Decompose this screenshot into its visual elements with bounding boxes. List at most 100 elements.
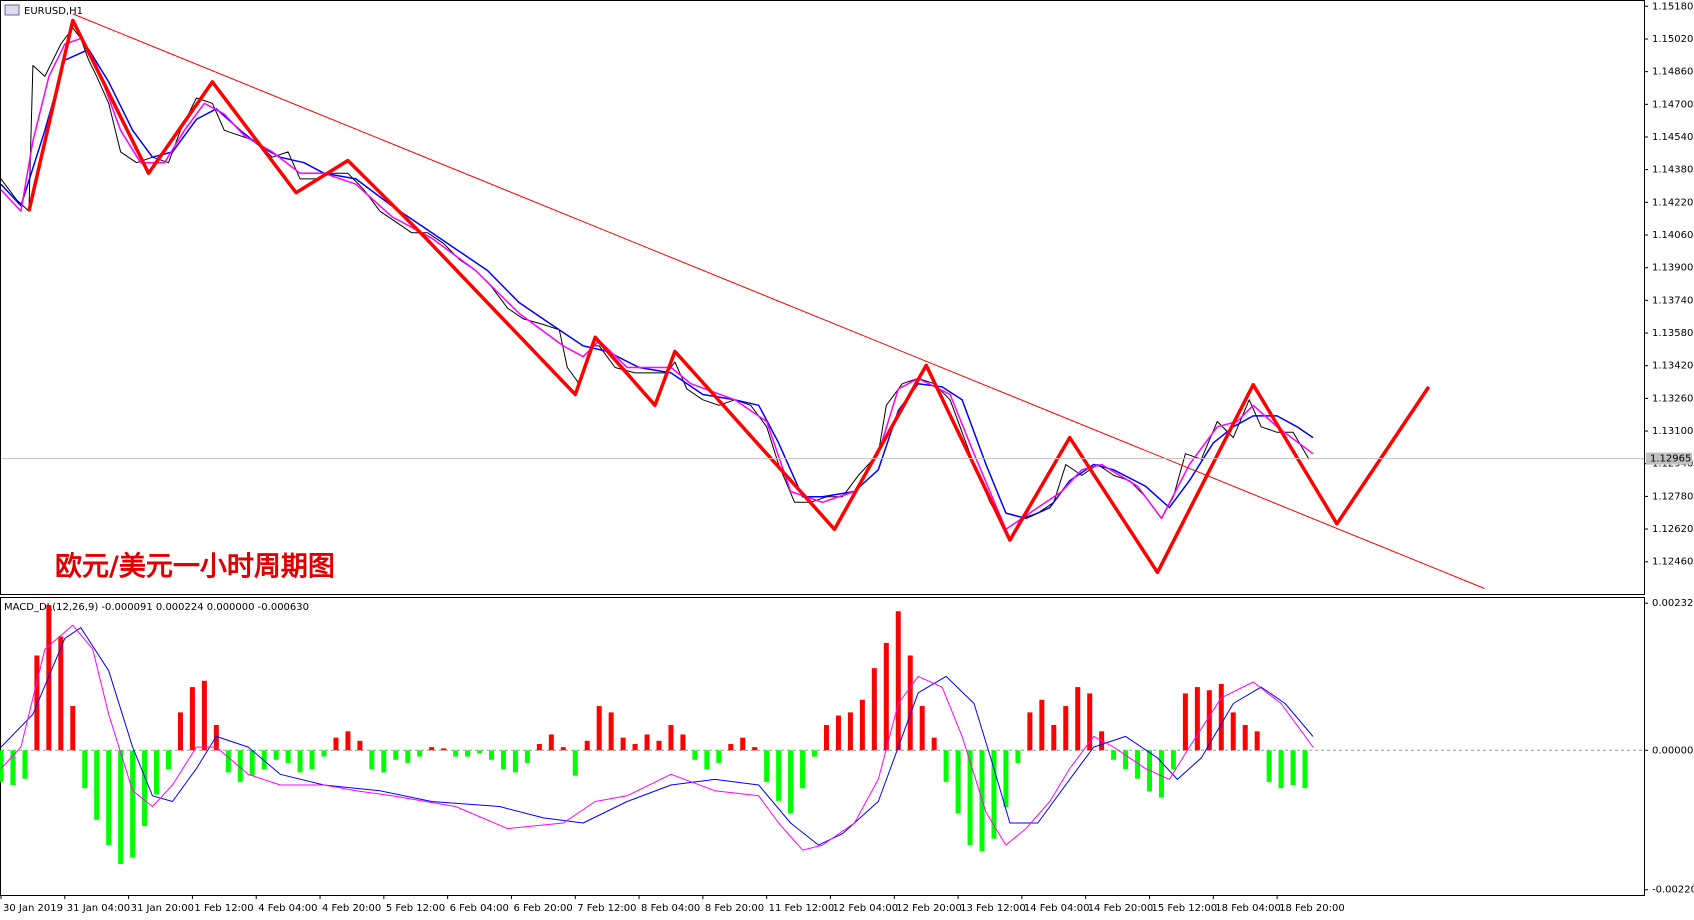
histogram-bar [429,747,435,751]
histogram-bar [560,747,566,751]
histogram-bar [716,750,722,763]
histogram-bar [1111,750,1117,760]
histogram-bar [668,725,674,751]
histogram-bar [333,737,339,751]
x-tick-label: 12 Feb 04:00 [832,903,898,914]
x-tick-label: 4 Feb 04:00 [258,903,317,914]
histogram-bar [154,750,160,795]
y-tick-label: 1.13580 [1652,328,1693,339]
histogram-bar [823,725,829,751]
histogram-bar [237,750,243,782]
histogram-bar [70,706,76,751]
series-line [27,18,1431,575]
histogram-bar [883,642,889,751]
histogram-bar [309,750,315,770]
histogram-bar [1254,731,1260,751]
histogram-bar [1087,693,1093,751]
histogram-bar [871,668,877,751]
histogram-bar [800,750,806,789]
histogram-bar [34,655,40,751]
histogram-bar [991,750,997,839]
histogram-bar [321,750,327,757]
histogram-bar [680,734,686,751]
histogram-bar [572,750,578,776]
histogram-bar [58,636,64,751]
x-tick-label: 18 Feb 20:00 [1279,903,1345,914]
histogram-bar [0,750,4,782]
histogram-bar [500,750,506,770]
macd-panel [0,597,1645,896]
histogram-bar [704,750,710,770]
histogram-bar [1003,750,1009,808]
histogram-bar [142,750,148,827]
histogram-bar [465,750,471,757]
x-tick-label: 6 Feb 04:00 [450,903,509,914]
histogram-bar [22,750,28,779]
histogram-bar [1230,712,1236,751]
histogram-bar [261,750,267,770]
symbol-title: EURUSD,H1 [24,6,83,17]
histogram-bar [10,750,16,786]
histogram-bar [859,699,865,751]
histogram-bar [728,743,734,751]
histogram-bar [393,750,399,760]
series-line [0,37,1314,531]
histogram-bar [608,712,614,751]
histogram-bar [1194,687,1200,751]
histogram-bar [213,725,219,751]
histogram-bar [381,750,387,773]
histogram-bar [1135,750,1141,779]
y-tick-label: 1.13260 [1652,393,1693,404]
histogram-bar [692,750,698,760]
histogram-bar [1027,712,1033,751]
histogram-bar [273,750,279,760]
histogram-bar [453,750,459,757]
y-tick-label: 1.13740 [1652,295,1693,306]
histogram-bar [584,740,590,751]
histogram-bar [82,750,88,789]
histogram-bar [177,712,183,751]
histogram-bar [1075,687,1081,751]
y-tick-label: 1.13900 [1652,263,1693,274]
histogram-bar [907,655,913,751]
histogram-bar [1266,750,1272,782]
histogram-bar [812,750,818,757]
histogram-bar [1015,750,1021,763]
histogram-bar [955,750,961,814]
histogram-bar [943,750,949,782]
histogram-bar [919,706,925,751]
x-tick-label: 31 Jan 20:00 [131,903,194,914]
histogram-bar [249,750,255,776]
histogram-bar [1218,683,1224,751]
histogram-bar [297,750,303,773]
histogram-bar [764,750,770,782]
y-tick-label: 1.12460 [1652,557,1693,568]
y-tick-label: 1.12780 [1652,491,1693,502]
x-tick-label: 7 Feb 12:00 [577,903,636,914]
y-tick-label: 1.15180 [1652,1,1693,12]
macd-title: MACD_DL(12,26,9) -0.000091 0.000224 0.00… [4,602,309,613]
histogram-bar [847,712,853,751]
x-tick-label: 12 Feb 20:00 [896,903,962,914]
y-tick-label: 1.13100 [1652,426,1693,437]
series-line [0,624,1314,851]
histogram-bar [740,737,746,751]
histogram-bar [1278,750,1284,789]
series-line [0,48,1314,520]
symbol-icon [4,4,20,16]
histogram-bar [1302,750,1308,789]
histogram-bar [1158,750,1164,798]
histogram-bar [189,687,195,751]
histogram-bar [357,740,363,751]
histogram-bar [967,750,973,846]
series-line [0,627,1314,846]
histogram-bar [369,750,375,770]
histogram-bar [441,748,447,751]
y-tick-label: 1.14540 [1652,132,1693,143]
histogram-bar [285,750,291,763]
histogram-bar [596,706,602,751]
histogram-bar [1051,725,1057,751]
histogram-bar [632,743,638,751]
histogram-bar [106,750,112,846]
